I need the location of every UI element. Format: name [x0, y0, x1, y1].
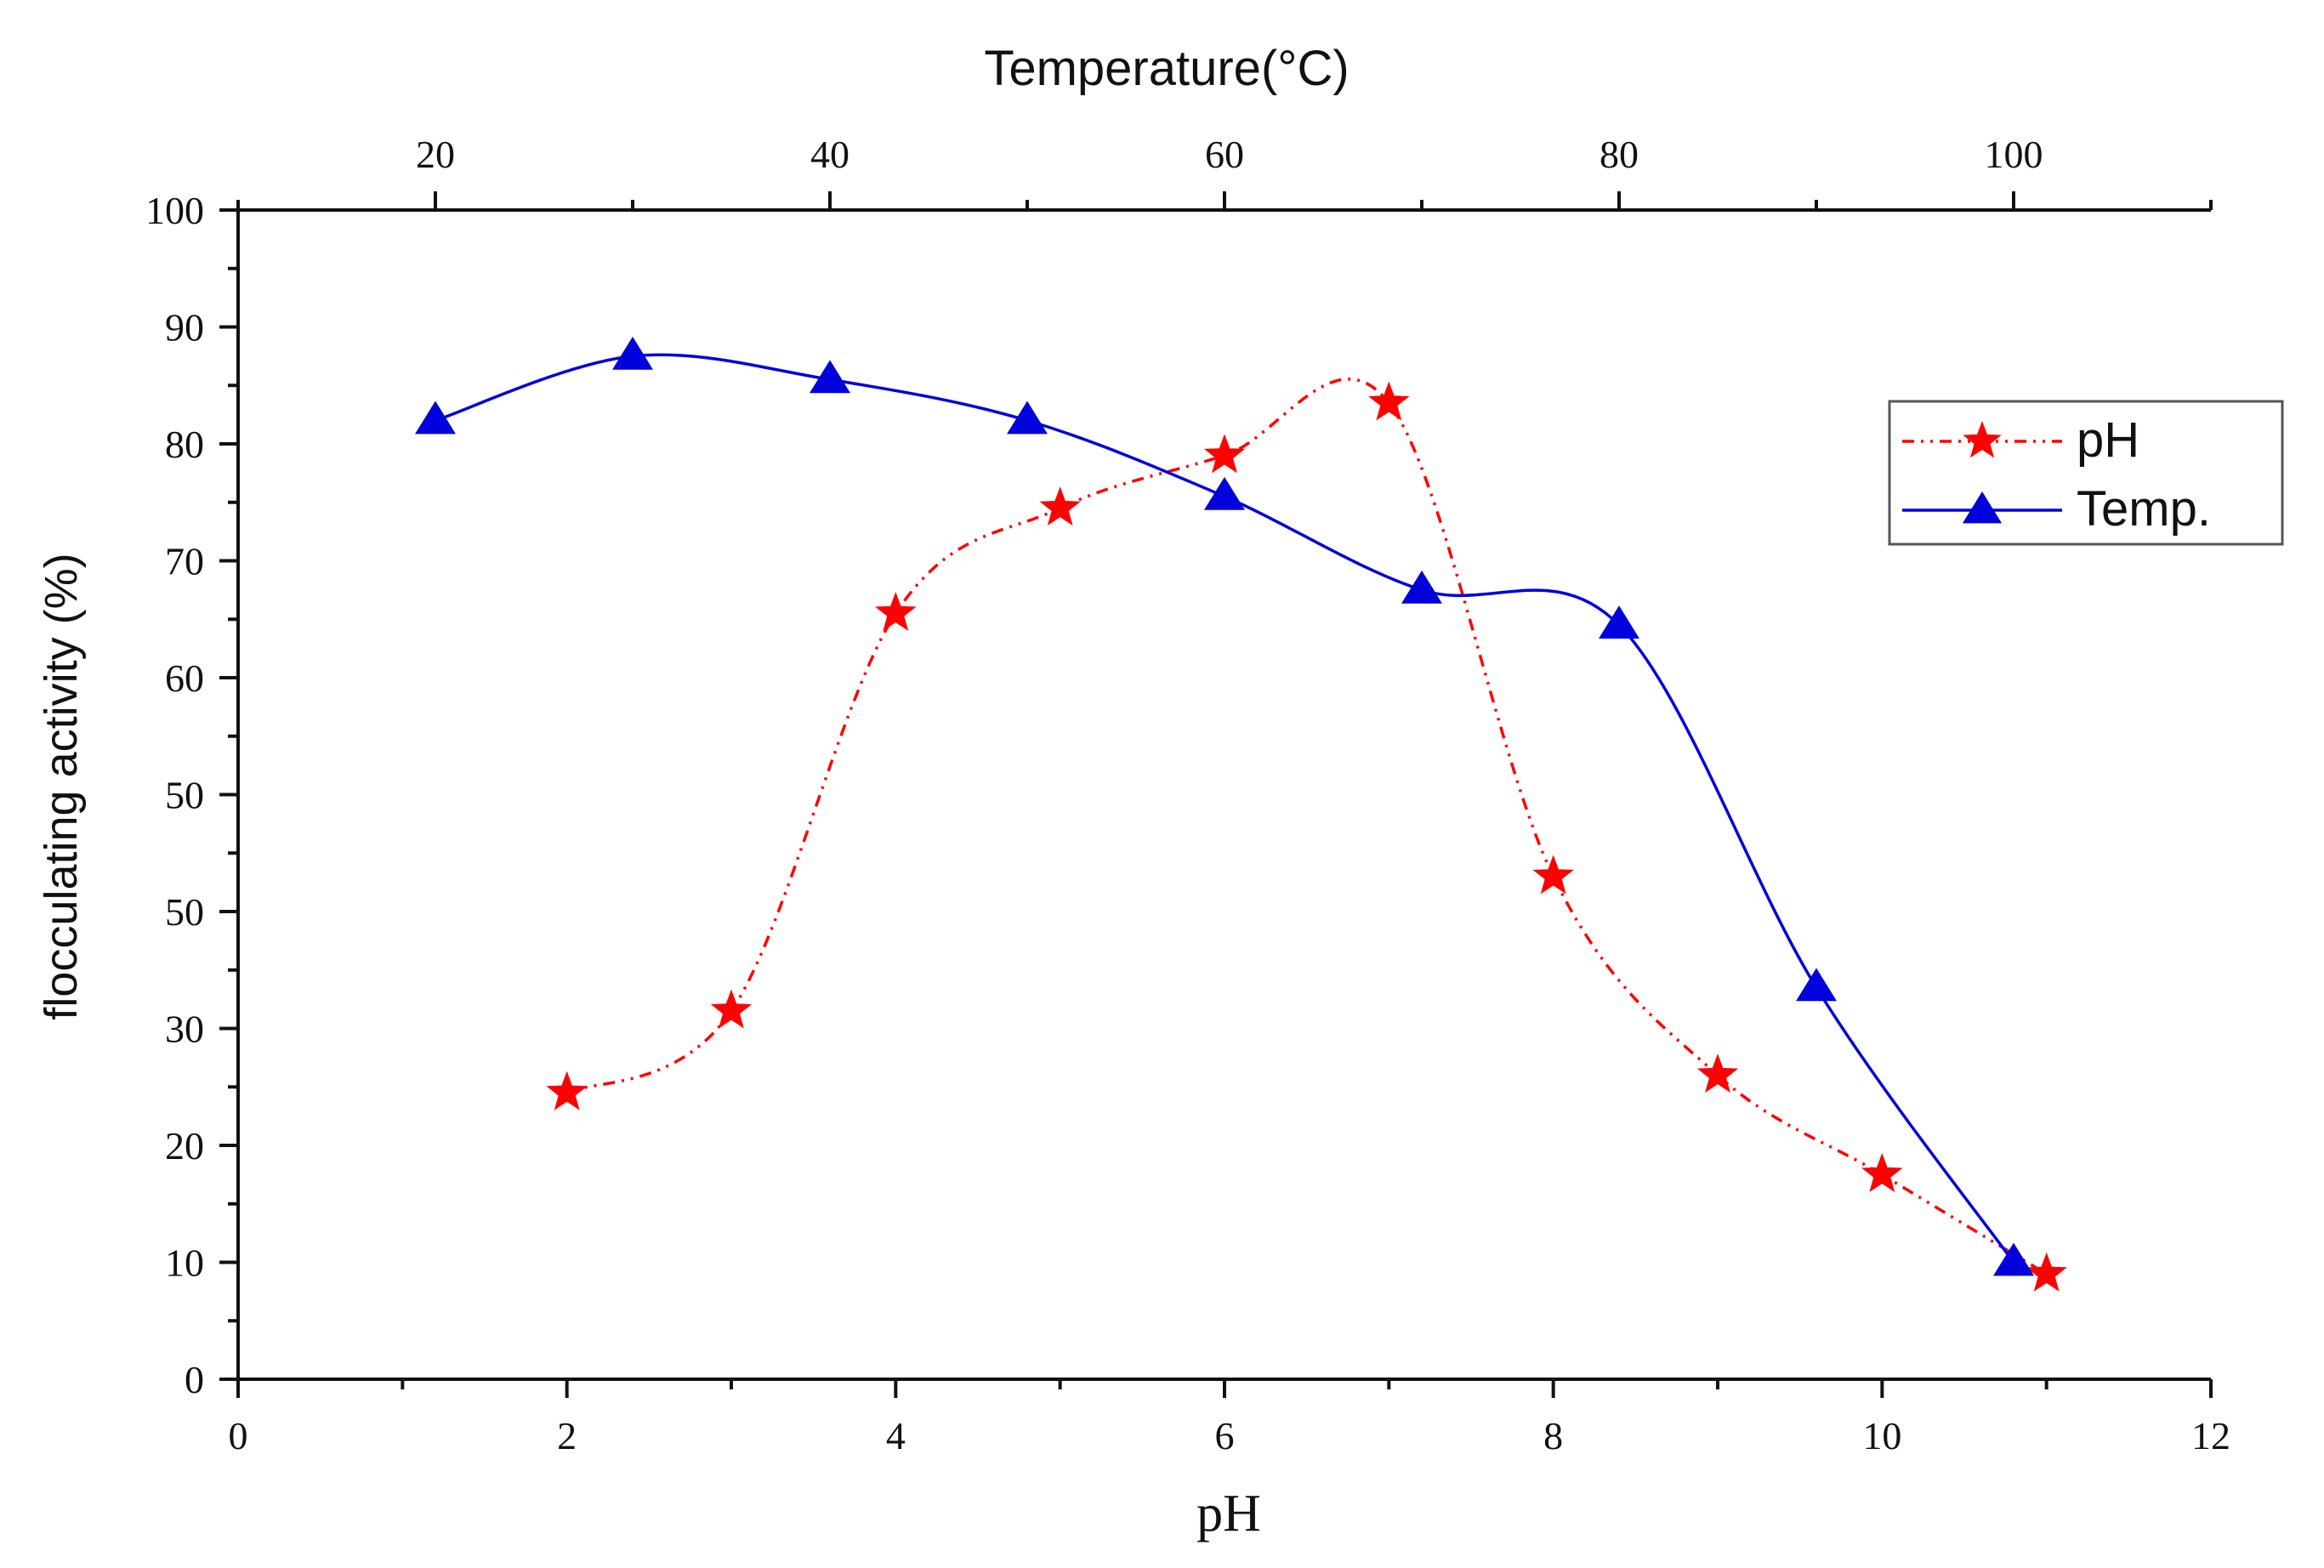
legend-box: [1888, 400, 2284, 546]
data-point-ph: [2026, 1252, 2067, 1292]
y-tick-label: 60: [165, 656, 204, 700]
x-tick-label: 8: [1543, 1414, 1563, 1457]
legend-label-ph: pH: [2077, 412, 2139, 468]
data-point-ph: [546, 1071, 588, 1111]
data-point-ph: [1861, 1152, 1903, 1192]
x-axis-label: pH: [1196, 1485, 1261, 1542]
top-axis-tick-label: 100: [1985, 133, 2043, 176]
legend: pH Temp.: [1888, 400, 2284, 546]
data-point-ph: [1696, 1054, 1739, 1094]
data-point-temp: [1993, 1242, 2034, 1276]
x-tick-label: 12: [2191, 1414, 2230, 1457]
data-point-ph: [710, 989, 753, 1029]
y-tick-label: 80: [165, 423, 204, 466]
x-tick-label: 4: [886, 1414, 906, 1457]
data-point-temp: [1401, 570, 1442, 604]
series-markers: [415, 336, 2067, 1292]
top-axis-tick-label: 80: [1600, 133, 1639, 176]
x-tick-label: 6: [1215, 1414, 1235, 1457]
y-tick-label: 20: [165, 1124, 204, 1167]
top-axis-tick-label: 40: [810, 133, 849, 176]
data-point-temp: [1599, 605, 1639, 639]
x-tick-label: 10: [1862, 1414, 1901, 1457]
y-tick-label: 10: [165, 1241, 204, 1285]
axes: 0 10 20 30 50 50 60 70 80 90 100 0 2 4 6 8 10 12 20 40 60 80 1…: [145, 133, 2230, 1457]
data-point-temp: [810, 360, 850, 394]
data-point-temp: [415, 401, 456, 435]
x-tick-label: 0: [229, 1414, 248, 1457]
y-tick-label: 70: [165, 540, 204, 583]
y-tick-label: 50: [165, 890, 204, 934]
y-tick-label: 0: [185, 1358, 204, 1401]
legend-marker-temp: [1962, 491, 2003, 524]
data-point-temp: [1007, 401, 1048, 435]
legend-label-temp: Temp.: [2077, 481, 2211, 537]
data-point-ph: [1532, 855, 1574, 895]
y-tick-label: 90: [165, 306, 204, 349]
data-point-ph: [1039, 486, 1081, 526]
y-axis-label: flocculating activity (%): [36, 553, 87, 1020]
x-tick-label: 2: [557, 1414, 577, 1457]
data-point-temp: [1796, 968, 1837, 1002]
top-axis-tick-label: 60: [1205, 133, 1244, 176]
legend-marker-ph: [1963, 421, 2002, 458]
data-point-ph: [1368, 381, 1410, 421]
series-lines: [435, 353, 2048, 1275]
y-tick-label: 50: [165, 774, 204, 817]
data-point-ph: [1203, 434, 1246, 474]
data-point-temp: [612, 336, 653, 370]
top-axis-label: Temperature(°C): [984, 41, 1349, 96]
series-line-temp: [435, 353, 2015, 1264]
y-tick-label: 30: [165, 1008, 204, 1051]
data-point-temp: [1204, 476, 1245, 510]
data-point-ph: [875, 591, 917, 631]
top-axis-tick-label: 20: [416, 133, 455, 176]
y-tick-label: 100: [145, 189, 204, 232]
